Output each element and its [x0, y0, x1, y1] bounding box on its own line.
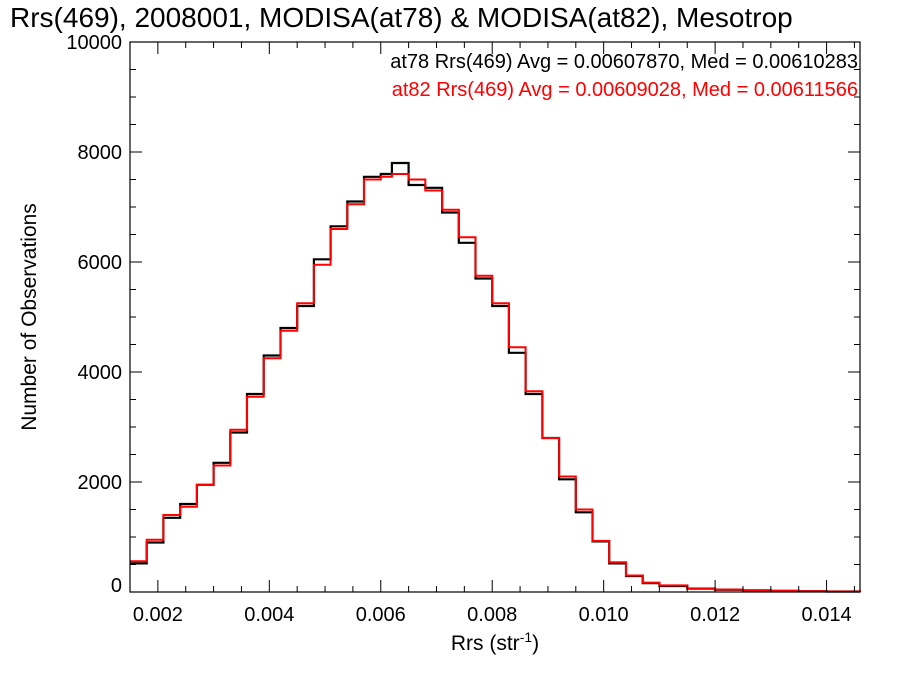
x-axis-title-main: Rrs (str [451, 632, 520, 655]
stats-line-at78: at78 Rrs(469) Avg = 0.00607870, Med = 0.… [390, 51, 858, 73]
x-tick-label: 0.010 [579, 604, 629, 626]
stats-annotations: at78 Rrs(469) Avg = 0.00607870, Med = 0.… [390, 51, 858, 101]
series-line-at82 [130, 173, 861, 593]
y-tick-label: 0 [111, 575, 122, 597]
x-tick-label: 0.008 [467, 604, 517, 626]
x-tick-label: 0.014 [802, 604, 852, 626]
series-layer [130, 161, 862, 593]
x-axis-ticks: 0.002 0.004 0.006 0.008 0.010 0.012 0.014 [129, 42, 855, 626]
y-axis-title: Number of Observations [18, 203, 41, 431]
x-axis-title-superscript: -1 [520, 629, 533, 645]
series-line-at78 [130, 161, 862, 593]
y-tick-label: 10000 [66, 32, 122, 54]
x-axis-title: Rrs (str-1) [451, 629, 539, 655]
y-tick-label: 4000 [78, 362, 123, 384]
y-tick-label: 8000 [78, 142, 123, 164]
y-tick-label: 6000 [78, 252, 123, 274]
x-axis-title-close: ) [532, 632, 539, 655]
y-axis-ticks: 0 2000 4000 6000 8000 10000 [66, 32, 860, 597]
x-tick-label: 0.004 [244, 604, 294, 626]
plot-frame [129, 41, 861, 593]
y-tick-label: 2000 [78, 472, 123, 494]
chart-title: Rrs(469), 2008001, MODISA(at78) & MODISA… [10, 2, 793, 33]
x-tick-label: 0.006 [356, 604, 406, 626]
stats-line-at82: at82 Rrs(469) Avg = 0.00609028, Med = 0.… [392, 79, 858, 101]
x-tick-label: 0.012 [690, 604, 740, 626]
x-tick-label: 0.002 [133, 604, 183, 626]
